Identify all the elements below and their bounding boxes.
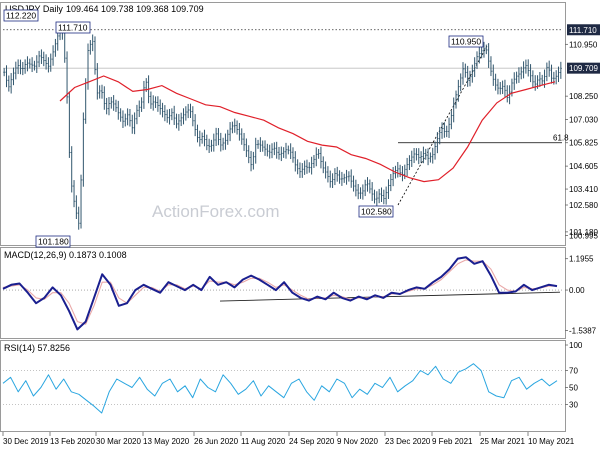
fib-trend-line bbox=[397, 44, 489, 206]
date-axis-label: 11 Aug 2020 bbox=[241, 437, 286, 446]
annotation-label: 112.220 bbox=[6, 11, 36, 21]
price-axis-label: 101.180 bbox=[569, 228, 598, 237]
date-axis-label: 13 May 2020 bbox=[143, 437, 190, 446]
annotation-label: 111.710 bbox=[58, 23, 88, 33]
macd-layer bbox=[2, 256, 562, 331]
price-axis-label: 110.950 bbox=[569, 40, 598, 49]
moving-average-line bbox=[59, 75, 556, 183]
date-axis-label: 26 Jun 2020 bbox=[194, 437, 239, 446]
annotation-box bbox=[35, 235, 71, 248]
fib-label: 61.8 bbox=[553, 134, 569, 143]
annotation-label: 101.180 bbox=[38, 237, 69, 247]
axis-layer: 111.710 110.950 109.709 108.250 107.030 105.8… bbox=[2, 24, 600, 446]
price-axis-marker bbox=[567, 24, 600, 36]
date-axis-label: 9 Feb 2021 bbox=[432, 437, 473, 446]
macd-title: MACD(12,26,9) 0.1873 0.1008 bbox=[4, 250, 127, 260]
date-axis-label: 30 Mar 2020 bbox=[96, 437, 141, 446]
annotation-box bbox=[55, 21, 91, 34]
date-axis-label: 9 Nov 2020 bbox=[337, 437, 378, 446]
annotation-label: 110.950 bbox=[451, 37, 481, 47]
rsi-axis-label: 100 bbox=[569, 341, 583, 350]
date-axis-label: 23 Dec 2020 bbox=[385, 437, 431, 446]
macd-line bbox=[2, 256, 558, 331]
price-layer: 112.220 111.710 101.180 110.950 102.580 61.8 bbox=[3, 9, 569, 248]
annotation-box bbox=[448, 35, 484, 48]
price-title: USDJPY Daily bbox=[5, 4, 63, 14]
macd-axis-label: 0.00 bbox=[569, 286, 585, 295]
price-axis-label: 104.605 bbox=[569, 162, 598, 171]
rsi-layer bbox=[2, 363, 562, 414]
rsi-panel bbox=[0, 340, 566, 432]
date-axis-label: 30 Dec 2019 bbox=[3, 437, 49, 446]
date-axis-label: 10 May 2021 bbox=[528, 437, 575, 446]
macd-axis-label: 1.1955 bbox=[569, 255, 594, 264]
rsi-axis-label: 50 bbox=[569, 384, 578, 393]
rsi-line bbox=[2, 363, 558, 414]
price-axis-label: 105.825 bbox=[569, 139, 598, 148]
price-axis-label: 102.580 bbox=[569, 201, 598, 210]
annotation-label: 102.580 bbox=[361, 207, 392, 217]
price-axis-label: 107.030 bbox=[569, 116, 598, 125]
rsi-title: RSI(14) 57.8256 bbox=[4, 343, 70, 353]
rsi-axis-label: 70 bbox=[569, 367, 578, 376]
annotation-box bbox=[358, 205, 394, 218]
annotation-box bbox=[3, 9, 39, 22]
price-axis-marker-label: 109.709 bbox=[569, 64, 598, 73]
macd-axis-label: -1.5387 bbox=[569, 326, 597, 335]
ohlc-readout: 109.464 109.738 109.368 109.709 bbox=[66, 4, 204, 14]
price-axis-marker bbox=[567, 62, 600, 74]
price-axis-label: 103.410 bbox=[569, 185, 598, 194]
price-axis-label: 108.250 bbox=[569, 92, 598, 101]
date-axis-label: 13 Feb 2020 bbox=[50, 437, 95, 446]
watermark: ActionForex.com bbox=[152, 202, 280, 221]
date-axis-label: 24 Sep 2020 bbox=[289, 437, 335, 446]
date-axis-label: 25 Mar 2021 bbox=[480, 437, 525, 446]
rsi-axis-label: 30 bbox=[569, 401, 578, 410]
price-axis-label: 100.995 bbox=[569, 231, 598, 240]
price-axis-marker-label: 111.710 bbox=[569, 26, 597, 35]
